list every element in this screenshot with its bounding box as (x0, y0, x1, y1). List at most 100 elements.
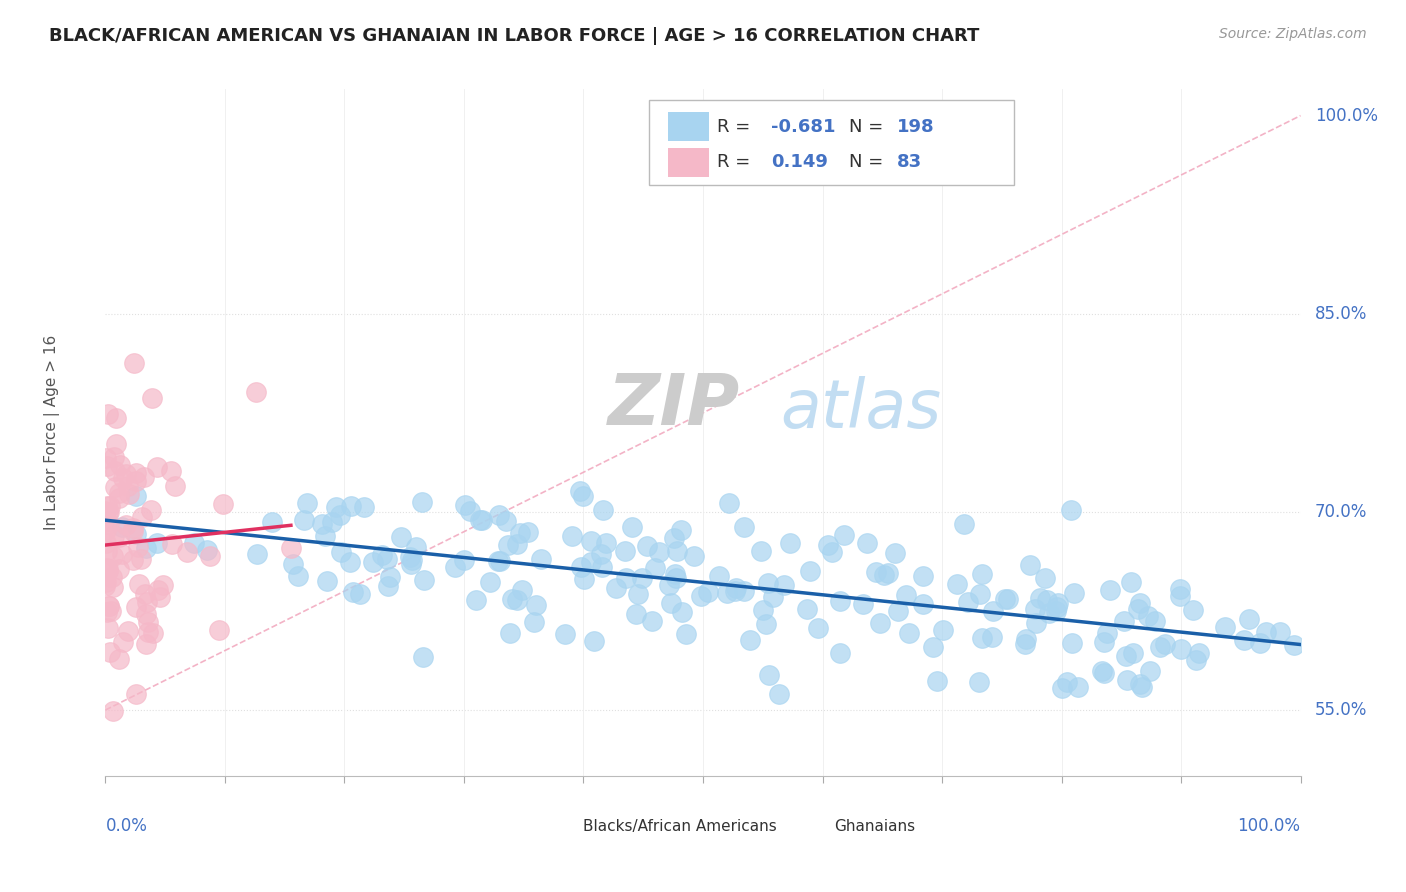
Point (183, 536, 205, 550)
Point (377, 579, 399, 593)
Point (295, 496, 318, 510)
Point (97, 505, 120, 519)
Point (749, 544, 772, 558)
Point (1115, 649, 1137, 664)
Point (738, 633, 761, 648)
Point (1014, 637, 1036, 651)
Point (195, 542, 218, 557)
Point (911, 569, 934, 583)
FancyBboxPatch shape (792, 812, 827, 842)
Point (152, 578, 174, 592)
Point (592, 503, 614, 517)
Point (865, 565, 887, 579)
Point (135, 595, 157, 609)
Point (1249, 636, 1271, 650)
Point (972, 631, 994, 645)
Point (1060, 636, 1083, 650)
Point (399, 550, 422, 565)
Point (869, 616, 891, 631)
Point (115, 467, 138, 481)
Point (1268, 624, 1291, 639)
Point (981, 604, 1004, 618)
Point (1036, 592, 1059, 607)
Point (675, 627, 697, 641)
Text: -0.681: -0.681 (770, 118, 835, 136)
Point (100, 604, 122, 618)
Point (471, 513, 494, 527)
Point (717, 496, 740, 510)
Point (176, 545, 198, 559)
Point (479, 574, 502, 589)
Point (135, 607, 157, 622)
Point (97, 621, 120, 635)
FancyBboxPatch shape (668, 112, 709, 141)
Point (315, 574, 337, 588)
Point (997, 592, 1019, 607)
Point (799, 565, 821, 579)
Point (583, 634, 606, 648)
Text: 100.0%: 100.0% (1237, 817, 1301, 835)
Point (122, 356, 145, 370)
Point (146, 582, 169, 597)
Point (636, 539, 658, 553)
Point (614, 543, 637, 558)
Point (1063, 586, 1085, 600)
Point (117, 479, 139, 493)
Point (970, 567, 993, 582)
Point (122, 521, 145, 535)
Point (664, 532, 686, 546)
Point (796, 601, 818, 615)
Point (207, 623, 229, 637)
Point (887, 604, 910, 618)
Point (486, 553, 509, 567)
Point (779, 536, 801, 550)
Point (1018, 558, 1040, 572)
Point (136, 625, 159, 640)
Point (97, 407, 120, 421)
Point (707, 569, 730, 583)
Point (658, 577, 681, 591)
Point (160, 463, 183, 477)
Point (107, 562, 129, 576)
Point (96, 543, 118, 558)
Point (1097, 625, 1119, 640)
Point (245, 384, 267, 399)
Point (571, 560, 593, 574)
Point (911, 597, 934, 611)
Point (412, 649, 434, 664)
Point (246, 547, 269, 561)
Text: N =: N = (849, 118, 889, 136)
Point (138, 615, 160, 630)
Point (377, 551, 399, 566)
Point (94, 450, 117, 465)
Point (1046, 596, 1069, 610)
Point (1060, 503, 1083, 517)
Point (160, 537, 183, 551)
Point (1153, 637, 1175, 651)
Point (380, 570, 402, 584)
Point (262, 515, 284, 529)
Point (616, 571, 638, 585)
Point (530, 551, 553, 566)
Point (107, 530, 129, 544)
Point (146, 459, 169, 474)
Point (98, 505, 121, 519)
Point (131, 509, 153, 524)
Point (142, 626, 165, 640)
Point (94, 574, 117, 589)
Point (1181, 603, 1204, 617)
Point (125, 467, 148, 481)
Point (287, 569, 309, 583)
Point (101, 570, 124, 584)
Point (1028, 591, 1050, 605)
Point (725, 581, 748, 595)
Point (1122, 646, 1144, 660)
Point (1137, 609, 1160, 624)
Point (1092, 635, 1115, 649)
Point (1067, 681, 1090, 695)
Point (969, 587, 991, 601)
Point (752, 603, 775, 617)
Point (339, 555, 361, 569)
Point (146, 536, 169, 550)
Text: 198: 198 (897, 118, 934, 136)
